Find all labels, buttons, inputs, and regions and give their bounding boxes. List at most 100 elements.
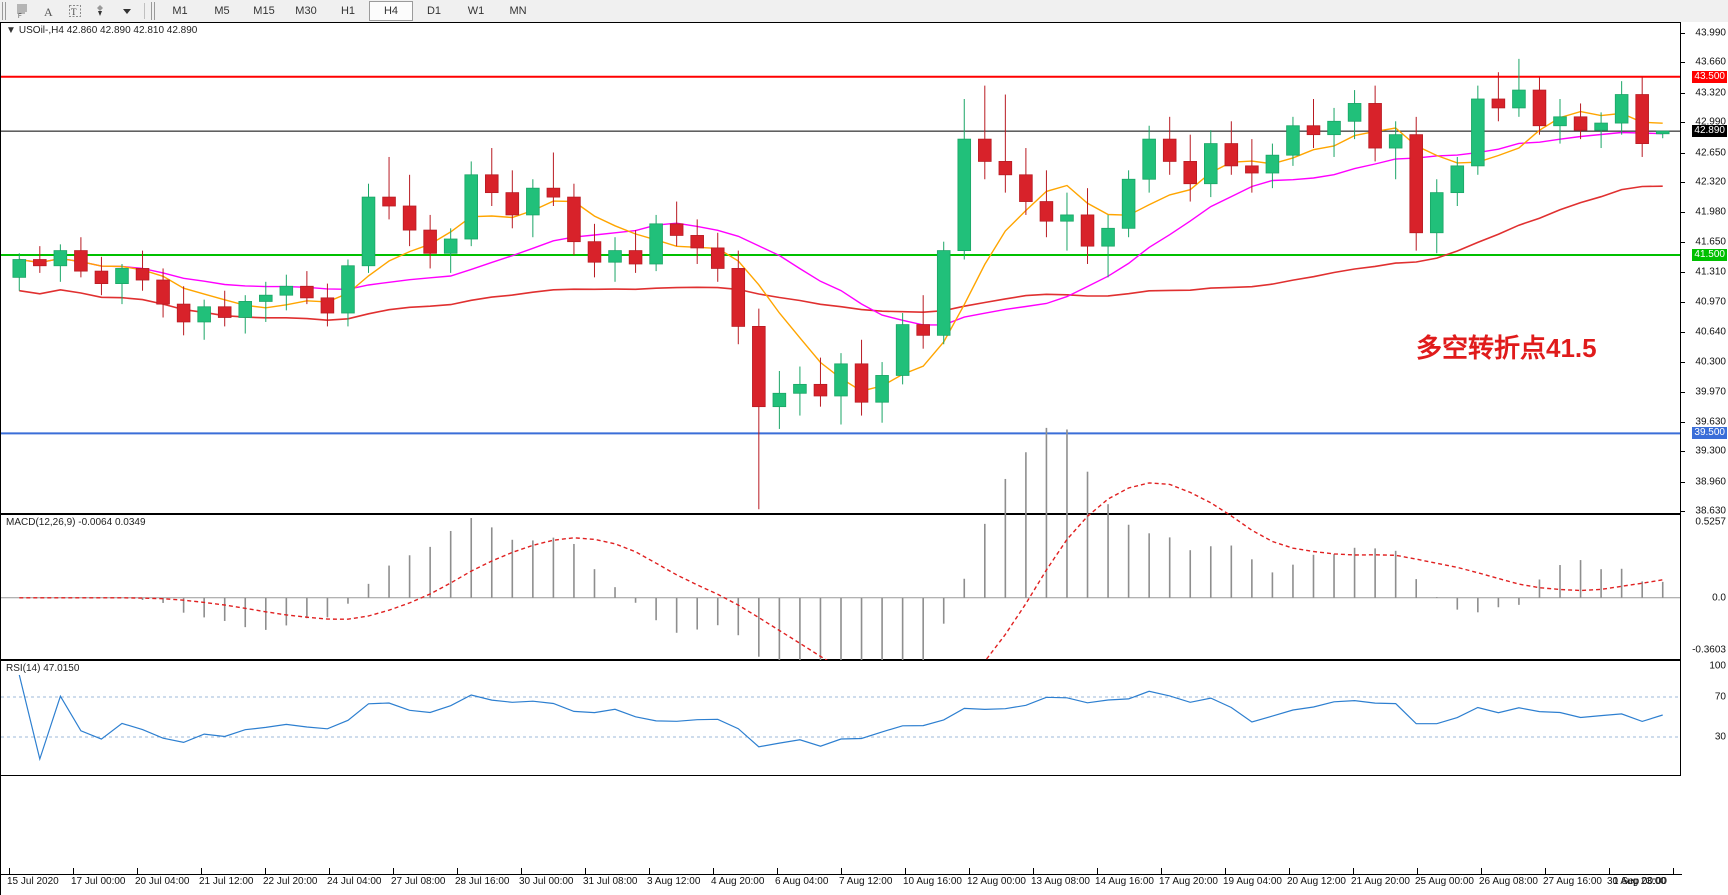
rsi-pane[interactable]: RSI(14) 47.0150 <box>0 660 1681 776</box>
candlestick[interactable] <box>1512 58 1526 117</box>
pivot-level-badge[interactable]: 41.500 <box>1692 249 1727 262</box>
candlestick[interactable] <box>854 339 869 416</box>
candlestick[interactable] <box>1060 192 1074 251</box>
resistance-level-badge[interactable]: 43.500 <box>1692 70 1727 83</box>
candlestick[interactable] <box>1204 130 1218 198</box>
candlestick[interactable] <box>608 237 622 282</box>
timeframe-m15[interactable]: M15 <box>253 5 275 17</box>
candlestick[interactable] <box>936 241 951 345</box>
current-price-badge[interactable]: 42.890 <box>1692 125 1727 138</box>
candlestick[interactable] <box>1635 76 1649 157</box>
time-axis[interactable]: 15 Jul 2020 17 Jul 00:00 20 Jul 04:00 21 Ju… <box>0 776 1682 895</box>
candlestick[interactable] <box>1039 170 1054 238</box>
candlestick[interactable] <box>464 161 478 247</box>
candlestick[interactable] <box>1594 112 1608 149</box>
timeframe-m5[interactable]: M5 <box>214 5 230 17</box>
candlestick[interactable] <box>238 295 253 334</box>
grid-f-icon[interactable]: F <box>10 1 36 21</box>
chevron-down-icon[interactable] <box>114 1 140 21</box>
toolbar-drag-handle[interactable] <box>2 2 8 20</box>
candlestick[interactable] <box>957 98 972 260</box>
candlestick[interactable] <box>1183 134 1198 202</box>
candlestick[interactable] <box>197 299 211 340</box>
candlestick[interactable] <box>916 295 930 349</box>
candlestick[interactable] <box>12 253 27 291</box>
shapes-icon[interactable] <box>88 1 114 21</box>
candlestick[interactable] <box>978 85 992 180</box>
candlestick[interactable] <box>1388 121 1403 180</box>
candlestick[interactable] <box>1162 116 1177 175</box>
price-chart-pane[interactable]: ▼ USOil-,H4 42.860 42.890 42.810 42.890 多… <box>0 22 1681 514</box>
candlestick[interactable] <box>1080 188 1095 264</box>
candlestick[interactable] <box>156 268 170 318</box>
candlestick[interactable] <box>567 183 581 256</box>
candlestick[interactable] <box>587 223 602 278</box>
candlestick[interactable] <box>1265 143 1280 189</box>
candlestick[interactable] <box>1142 125 1156 193</box>
candlestick[interactable] <box>649 214 663 272</box>
candlestick[interactable] <box>875 362 889 423</box>
candlestick[interactable] <box>217 290 232 327</box>
candlestick[interactable] <box>505 170 520 229</box>
candlestick[interactable] <box>1306 98 1321 149</box>
candlestick[interactable] <box>710 232 725 282</box>
candlestick[interactable] <box>259 281 273 322</box>
macd-pane[interactable]: MACD(12,26,9) -0.0064 0.0349 <box>0 427 1681 731</box>
candlestick[interactable] <box>443 228 458 273</box>
candlestick[interactable] <box>1573 103 1588 140</box>
candlestick[interactable] <box>1409 116 1423 251</box>
candlestick[interactable] <box>772 370 787 429</box>
candlestick[interactable] <box>1450 156 1465 207</box>
candlestick[interactable] <box>115 263 129 305</box>
timeframe-d1[interactable]: D1 <box>426 5 442 17</box>
candlestick[interactable] <box>94 256 109 296</box>
candlestick[interactable] <box>1655 130 1670 139</box>
candlestick[interactable] <box>1019 148 1033 215</box>
candlestick[interactable] <box>361 183 376 273</box>
candlestick[interactable] <box>300 271 314 305</box>
timeframe-mn[interactable]: MN <box>509 5 527 17</box>
candlestick[interactable] <box>628 230 643 273</box>
candlestick[interactable] <box>1368 85 1382 162</box>
candlestick[interactable] <box>1347 90 1362 140</box>
price-axis[interactable]: 43.990 43.660 43.320 42.990 42.650 42.320 41.9… <box>1680 22 1728 895</box>
timeframe-h1[interactable]: H1 <box>340 5 356 17</box>
candlestick[interactable] <box>1471 85 1485 175</box>
candlestick[interactable] <box>1245 139 1259 193</box>
candlestick[interactable] <box>320 283 335 327</box>
candlestick[interactable] <box>74 237 88 278</box>
candlestick[interactable] <box>834 353 848 425</box>
collapse-caret-icon[interactable]: ▼ <box>6 25 16 36</box>
support-level-badge[interactable]: 39.500 <box>1692 427 1727 440</box>
timeframe-h4[interactable]: H4 <box>369 1 413 21</box>
candlestick[interactable] <box>546 152 561 207</box>
candlestick[interactable] <box>1429 179 1444 254</box>
candlestick[interactable] <box>423 214 437 269</box>
candlestick[interactable] <box>1532 76 1547 135</box>
timeframe-w1[interactable]: W1 <box>467 5 485 17</box>
candlestick[interactable] <box>669 201 684 247</box>
timeframe-m1[interactable]: M1 <box>172 5 188 17</box>
candlestick[interactable] <box>484 148 499 207</box>
candlestick[interactable] <box>895 313 910 385</box>
candlestick[interactable] <box>793 366 807 416</box>
timeframe-drag-handle[interactable] <box>151 2 157 20</box>
candlestick[interactable] <box>1327 107 1341 157</box>
candlestick[interactable] <box>731 250 746 345</box>
candlestick[interactable] <box>176 286 191 336</box>
candlestick[interactable] <box>526 179 540 238</box>
text-a-icon[interactable]: A <box>36 1 62 21</box>
candlestick[interactable] <box>1553 98 1567 144</box>
candlestick[interactable] <box>53 244 68 282</box>
candlestick[interactable] <box>135 250 150 291</box>
candlestick[interactable] <box>1491 72 1506 122</box>
candlestick[interactable] <box>813 357 828 407</box>
candlestick[interactable] <box>382 156 396 220</box>
text-label-icon[interactable]: T <box>62 1 88 21</box>
candlestick[interactable] <box>33 246 47 273</box>
candlestick[interactable] <box>998 94 1013 193</box>
candlestick[interactable] <box>402 174 417 247</box>
candlestick[interactable] <box>1614 81 1629 135</box>
candlestick[interactable] <box>1101 214 1115 278</box>
candlestick[interactable] <box>341 259 355 327</box>
